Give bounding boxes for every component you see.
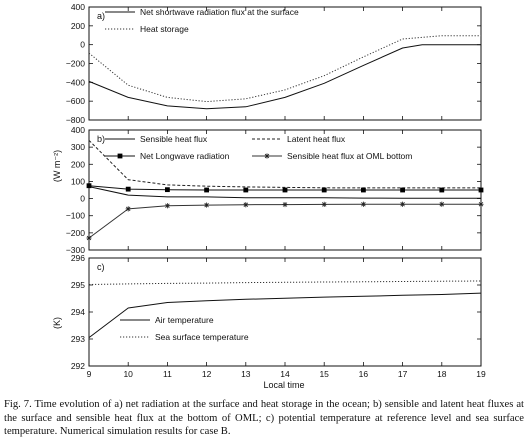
- y-tick-label: −800: [66, 115, 85, 125]
- x-tick-label: 9: [87, 369, 92, 379]
- x-tick-label: 12: [202, 369, 212, 379]
- data-point: [439, 201, 445, 207]
- legend-label: Sea surface temperature: [155, 332, 249, 342]
- data-point: [86, 183, 92, 189]
- legend-marker: [264, 153, 270, 159]
- legend-label: Latent heat flux: [287, 134, 346, 144]
- legend-label: Net Longwave radiation: [140, 151, 230, 161]
- series-line: [88, 35, 481, 103]
- data-point: [321, 187, 327, 193]
- y-tick-label: 400: [71, 125, 85, 135]
- series-line: [88, 44, 481, 110]
- y-tick-label: 0: [80, 194, 85, 204]
- y-tick-label: 0: [80, 40, 85, 50]
- figure-caption: Fig. 7. Time evolution of a) net radiati…: [4, 399, 524, 437]
- figure-panels: (W m⁻²) (K) Local time 400 200 0 −200 −400 −6…: [52, 2, 486, 390]
- panel-label: b): [97, 134, 105, 144]
- data-point: [86, 235, 92, 241]
- series-line: [88, 203, 481, 239]
- series-line: [88, 139, 481, 189]
- y-tick-label: −100: [66, 211, 85, 221]
- y-tick-label: 300: [71, 142, 85, 152]
- x-tick-label: 10: [123, 369, 133, 379]
- data-point: [400, 201, 406, 207]
- y-axis-label-flux: (W m⁻²): [52, 150, 62, 182]
- x-tick-label: 17: [398, 369, 408, 379]
- legend-label: Sensible heat flux: [140, 134, 208, 144]
- y-tick-label: 294: [71, 307, 85, 317]
- y-tick-label: −600: [66, 96, 85, 106]
- data-point: [400, 187, 405, 193]
- data-point: [164, 203, 170, 209]
- y-tick-label: 292: [71, 361, 85, 371]
- x-tick-label: 16: [359, 369, 369, 379]
- panel-label: c): [97, 262, 105, 272]
- y-tick-label: −200: [66, 59, 85, 69]
- data-point: [243, 187, 249, 193]
- panel-frame: [88, 257, 482, 367]
- y-tick-label: 295: [71, 280, 85, 290]
- x-tick-label: 18: [437, 369, 447, 379]
- x-axis-label: Local time: [263, 380, 304, 390]
- data-point: [478, 201, 484, 207]
- legend-label: Heat storage: [140, 24, 189, 34]
- legend-label: Air temperature: [155, 315, 214, 325]
- y-tick-label: 400: [71, 2, 85, 12]
- panel-label: a): [97, 11, 105, 21]
- x-tick-label: 13: [241, 369, 251, 379]
- data-point: [361, 187, 366, 193]
- data-point: [478, 187, 484, 193]
- data-point: [360, 201, 366, 207]
- data-point: [125, 186, 131, 192]
- x-tick-label: 19: [476, 369, 486, 379]
- x-tick-label: 14: [280, 369, 290, 379]
- data-point: [204, 187, 209, 193]
- data-point: [125, 206, 131, 212]
- series-line: [88, 280, 482, 285]
- y-tick-label: −400: [66, 77, 85, 87]
- y-axis-label-temperature: (K): [52, 317, 62, 329]
- data-point: [282, 187, 288, 193]
- legend-marker: [117, 153, 123, 159]
- series-line: [88, 186, 481, 199]
- x-tick-label: 15: [319, 369, 329, 379]
- y-tick-label: 100: [71, 176, 85, 186]
- data-point: [165, 187, 170, 193]
- y-tick-label: −300: [66, 245, 85, 255]
- data-point: [439, 187, 445, 193]
- y-tick-label: −200: [66, 228, 85, 238]
- legend-label: Sensible heat flux at OML bottom: [287, 151, 412, 161]
- y-tick-label: 200: [71, 21, 85, 31]
- data-point: [204, 202, 210, 208]
- series-line: [88, 292, 482, 338]
- y-tick-label: 296: [71, 253, 85, 263]
- data-point: [282, 201, 288, 208]
- data-point: [321, 201, 327, 207]
- data-point: [243, 202, 249, 208]
- y-tick-label: 293: [71, 334, 85, 344]
- x-tick-label: 11: [163, 369, 172, 379]
- y-tick-label: 200: [71, 159, 85, 169]
- legend-label: Net shortwave radiation flux at the surf…: [140, 7, 299, 17]
